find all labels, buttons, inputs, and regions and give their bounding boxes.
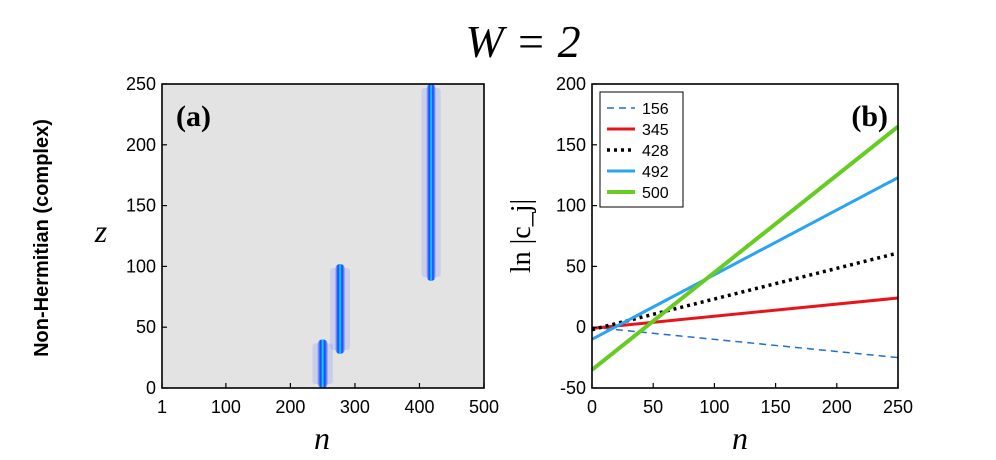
panel-a-xtick-label: 200 [275, 397, 305, 417]
panel-a-xtick-label: 300 [340, 397, 370, 417]
series-line-500 [590, 124, 900, 372]
panel-b-xtick-label: 100 [699, 397, 729, 417]
legend-label-428: 428 [642, 143, 669, 160]
legend-label-492: 492 [642, 164, 669, 181]
panel-b-ytick-label: 200 [556, 74, 586, 94]
panel-a-xtick-label: 100 [211, 397, 241, 417]
panel-a-xtick-label: 400 [404, 397, 434, 417]
panel-b-label: (b) [851, 100, 888, 133]
panel-b-ytick-label: 100 [556, 196, 586, 216]
panel-a-xtick-label: 1 [157, 397, 167, 417]
panel-b-frame [591, 83, 899, 389]
row-label: Non-Hermitian (complex) [31, 119, 53, 357]
panel-b-xtick-label: 150 [761, 397, 791, 417]
panel-a-ylabel: z [94, 213, 108, 249]
figure-title: W = 2 [465, 16, 580, 67]
panel-b-xtick-label: 0 [587, 397, 597, 417]
panel-b-ytick-label: 0 [576, 317, 586, 337]
series-line-156 [591, 326, 899, 359]
panel-a-label: (a) [176, 100, 211, 133]
legend-label-156: 156 [642, 101, 669, 118]
panel-b-xtick-label: 200 [822, 397, 852, 417]
legend: 156 345 428 492 500 [599, 91, 684, 208]
beam-2 [335, 263, 346, 354]
panel-a-xtick-label: 500 [469, 397, 499, 417]
legend-label-500: 500 [642, 185, 669, 202]
panel-a-ytick-label: 150 [126, 196, 156, 216]
panel-a-frame [161, 83, 485, 389]
beam-1 [317, 339, 328, 388]
panel-a-ytick-label: 250 [126, 74, 156, 94]
beam-3 [426, 84, 436, 281]
panel-b-ytick-label: 50 [566, 256, 586, 276]
panel-a-ytick-label: 100 [126, 256, 156, 276]
panel-b-ylabel: ln |c_j| [506, 199, 537, 273]
panel-b-ytick-label: 150 [556, 135, 586, 155]
panel-b-ytick-label: -50 [560, 378, 586, 398]
panel-a: 1 100 200 300 400 500 0 50 100 150 200 250 (a) n z [94, 74, 499, 456]
panel-b-xtick-label: 250 [883, 397, 913, 417]
series-line-492 [591, 176, 899, 341]
panel-a-ytick-label: 200 [126, 135, 156, 155]
panel-b-xlabel: n [732, 420, 748, 456]
panel-a-ytick-label: 50 [136, 317, 156, 337]
series-line-345 [591, 296, 899, 330]
legend-label-345: 345 [642, 122, 669, 139]
panel-a-xlabel: n [314, 420, 330, 456]
legend-box [599, 91, 684, 208]
series-line-428 [591, 251, 899, 332]
panel-a-ytick-label: 0 [146, 378, 156, 398]
panel-b-xtick-label: 50 [643, 397, 663, 417]
